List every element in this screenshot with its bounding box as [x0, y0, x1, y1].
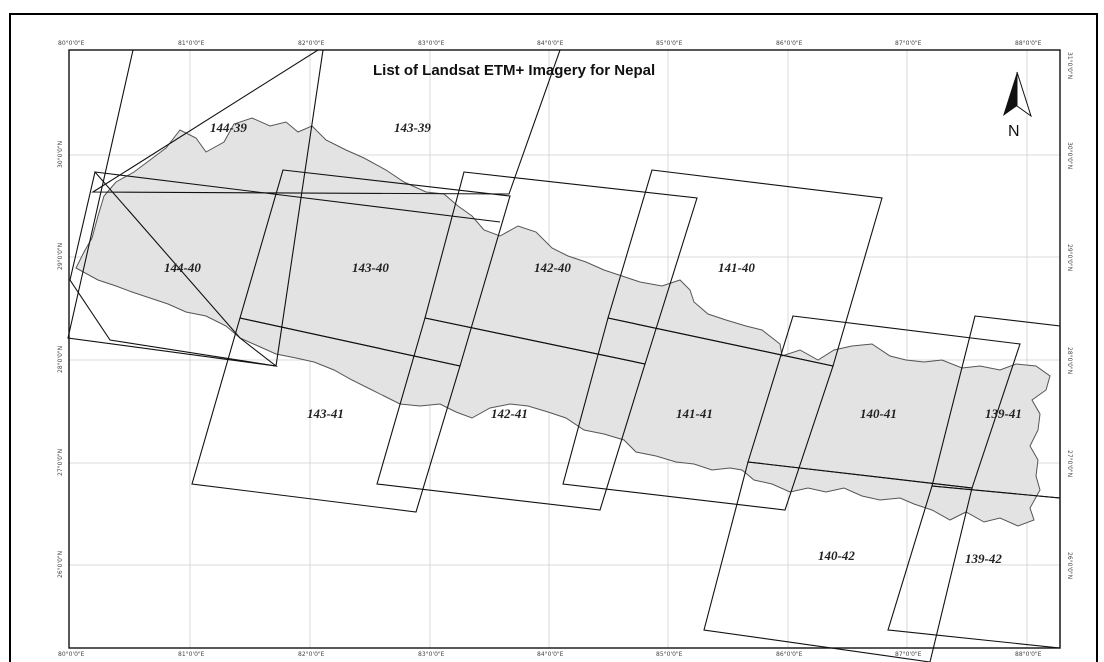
tile-143-39	[91, 49, 561, 195]
tile-142-41	[376, 317, 646, 511]
lat-tick: 27°0'0"N	[57, 449, 64, 476]
scene-label: 142-40	[534, 260, 571, 275]
tile-141-41	[562, 317, 834, 511]
map-title: List of Landsat ETM+ Imagery for Nepal	[373, 62, 655, 79]
lon-tick: 84°0'0"E	[537, 651, 564, 658]
lon-tick: 85°0'0"E	[656, 651, 683, 658]
nepal-country-shape	[75, 117, 1051, 527]
lon-tick: 88°0'0"E	[1015, 40, 1042, 47]
tile-144-40	[69, 170, 279, 367]
longitude-labels-bottom: 80°0'0"E 81°0'0"E 82°0'0"E 83°0'0"E 84°0…	[58, 651, 1042, 658]
lon-tick: 81°0'0"E	[178, 40, 205, 47]
lat-tick: 29°0'0"N	[57, 243, 64, 270]
lat-tick: 27°0'0"N	[1066, 450, 1073, 477]
scene-label: 139-41	[985, 406, 1022, 421]
lat-tick: 28°0'0"N	[1066, 347, 1073, 374]
scene-label: 144-39	[210, 120, 247, 135]
tile-143-41	[191, 317, 461, 513]
scene-label: 143-41	[307, 406, 344, 421]
lon-tick: 81°0'0"E	[178, 651, 205, 658]
lon-tick: 84°0'0"E	[537, 40, 564, 47]
lat-tick: 30°0'0"N	[57, 141, 64, 168]
longitude-labels-top: 80°0'0"E 81°0'0"E 82°0'0"E 83°0'0"E 84°0…	[58, 40, 1042, 47]
lat-tick: 29°0'0"N	[1066, 244, 1073, 271]
lon-tick: 85°0'0"E	[656, 40, 683, 47]
lon-tick: 82°0'0"E	[298, 40, 325, 47]
scene-label: 142-41	[491, 406, 528, 421]
lon-tick: 83°0'0"E	[418, 40, 445, 47]
scene-label: 139-42	[965, 551, 1002, 566]
scene-label: 143-39	[394, 120, 431, 135]
scene-label: 143-40	[352, 260, 389, 275]
lon-tick: 80°0'0"E	[58, 651, 85, 658]
latitude-labels-left: 30°0'0"N 29°0'0"N 28°0'0"N 27°0'0"N 26°0…	[57, 141, 64, 578]
lon-tick: 86°0'0"E	[776, 40, 803, 47]
tile-139-42	[887, 485, 1061, 649]
lon-tick: 87°0'0"E	[895, 40, 922, 47]
lon-tick: 80°0'0"E	[58, 40, 85, 47]
scene-label: 141-40	[718, 260, 755, 275]
latitude-labels-right: 31°0'0"N 30°0'0"N 29°0'0"N 28°0'0"N 27°0…	[1066, 52, 1073, 579]
lat-tick: 26°0'0"N	[1066, 552, 1073, 579]
lat-tick: 26°0'0"N	[57, 551, 64, 578]
scene-label: 141-41	[676, 406, 713, 421]
north-label: N	[1008, 123, 1020, 140]
lon-tick: 82°0'0"E	[298, 651, 325, 658]
tile-140-42	[703, 461, 973, 662]
scene-labels: 144-39 143-39 144-40 143-40 142-40 141-4…	[164, 120, 1022, 566]
lat-tick: 30°0'0"N	[1066, 142, 1073, 169]
map-frame	[9, 13, 1098, 662]
lon-tick: 88°0'0"E	[1015, 651, 1042, 658]
lon-tick: 87°0'0"E	[895, 651, 922, 658]
north-arrow-icon	[1003, 71, 1032, 118]
lon-tick: 83°0'0"E	[418, 651, 445, 658]
scene-label: 144-40	[164, 260, 201, 275]
scene-label: 140-41	[860, 406, 897, 421]
landsat-tiles	[67, 49, 1061, 662]
lat-tick: 28°0'0"N	[57, 346, 64, 373]
lon-tick: 86°0'0"E	[776, 651, 803, 658]
lat-tick: 31°0'0"N	[1066, 52, 1073, 79]
scene-label: 140-42	[818, 548, 855, 563]
